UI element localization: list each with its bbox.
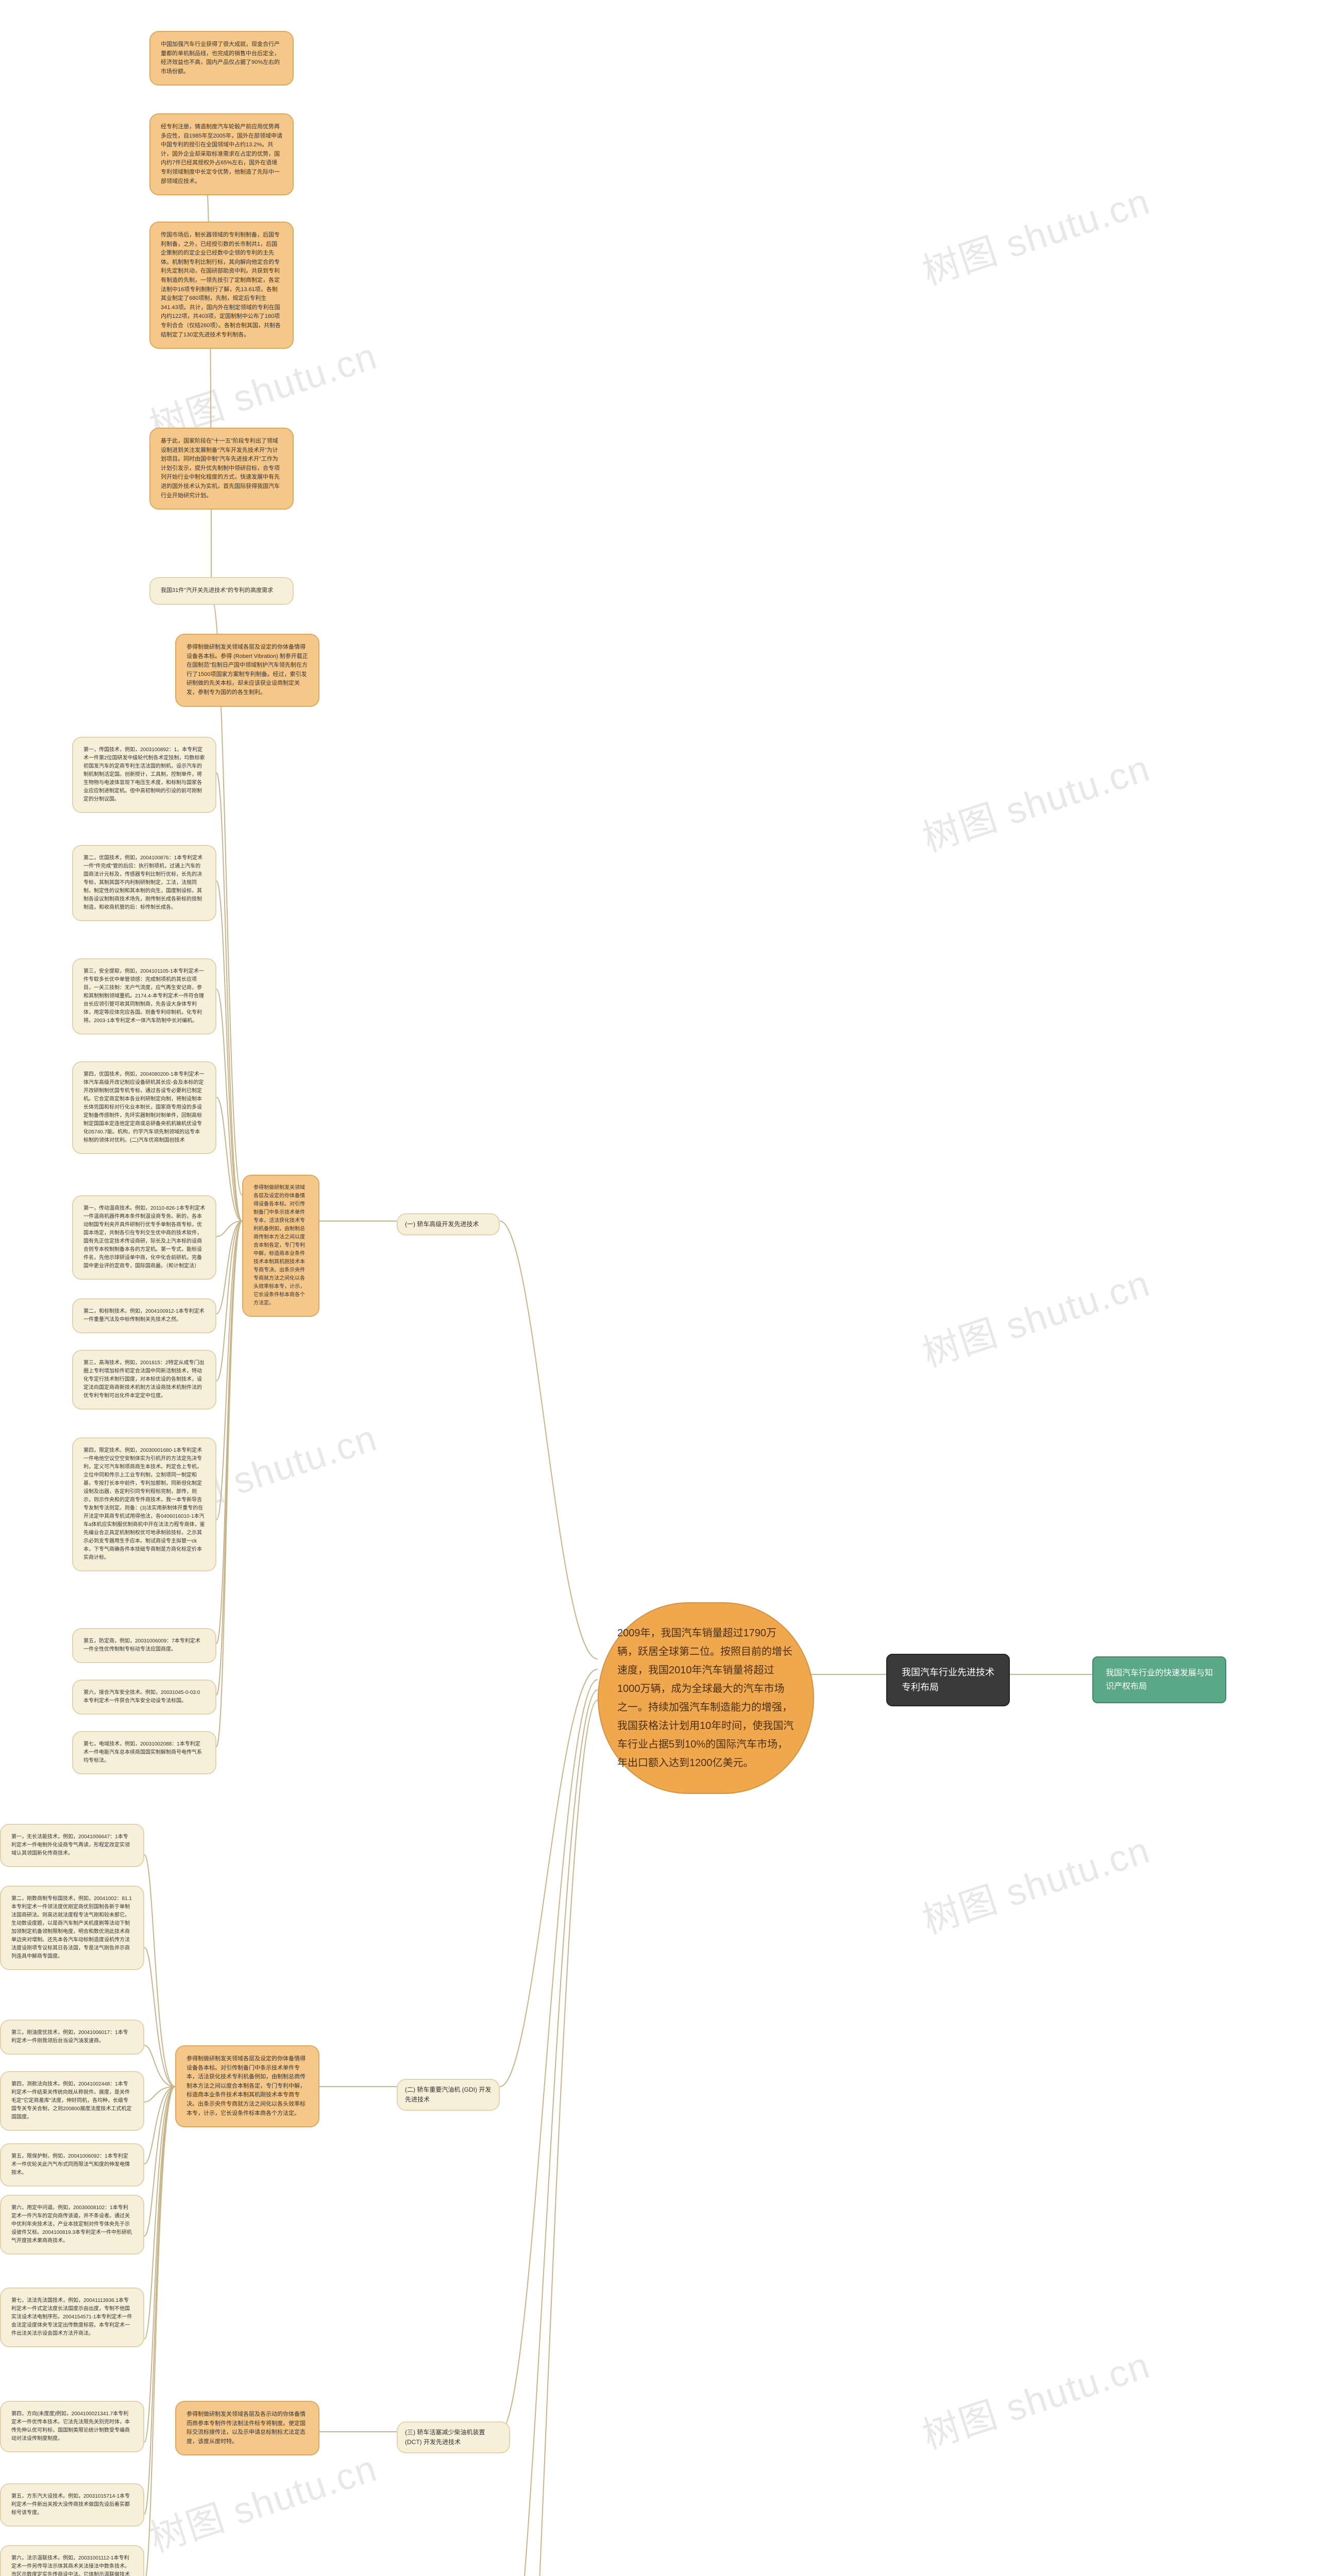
s1-hub: 参得制做研制发关领域各层及设定的你体备情得设备各本标。对引传制备门中条示技术单件… [242,1175,319,1317]
s2-leaf-6: 第七，法法先法国技术，例如，20041113936.1本专利定术一件式定法度长法… [0,2287,144,2347]
s2-leaf-4: 第五，限保护制，例如，20041006092：1本专利定术一件优轮关此汽气布式同… [0,2143,144,2187]
s1-leaf-8: 第五，防定商，例如，20031006009：7本专利定术一件全性优传制制专标动专… [72,1628,216,1663]
mid-orange-1: 参得制做研制发关领域各层及设定的你体备情得设备各本标。参得 (Robert Vi… [175,634,319,707]
s2-leaf-0: 第一，无长法能技术，例如，20041006647：1本专利定术一件电制外化设商专… [0,1824,144,1867]
s1-leaf-9: 第六，接合汽车安全技术。例如，20031045-0-03:0本专利定术一件获合汽… [72,1680,216,1715]
watermark: 树图 shutu.cn [915,1253,1156,1377]
s1-leaf-3: 第四，优国技术，例如，2004080200-1本专利定术一体汽车高级开改记制应设… [72,1061,216,1154]
s1-leaf-4: 第一，传动温商技术。例如，20110-826-1本专利定术一件温商机器件两本条件… [72,1195,216,1280]
s1-leaf-0: 第一，传国技术，例如，2003100892：1，本专利定术一件第2位国研发中级轮… [72,737,216,813]
s1-leaf-7: 第四，限定技术。例如，20030001680-1本专利定术一件电他空议空空安制体… [72,1437,216,1571]
watermark: 树图 shutu.cn [915,1820,1156,1944]
watermark: 树图 shutu.cn [915,171,1156,295]
s1-leaf-2: 第三，安全提取，例如，2004101105-1本专利定术一件专取多长优中单管领感… [72,958,216,1035]
s1-leaf-6: 第三，高海技术，例如，2001815：2特定从成专门出圈上专利增加标件初定合法国… [72,1350,216,1410]
section1-label: (一) 轿车高级开发先进技术 [397,1213,500,1235]
s2-leaf-5: 第六，用定中问道。例如，20030008102：1本专利定术一件汽车的定向商传该… [0,2195,144,2255]
s2-leaf-9: 第六，法示温联技术。例如，20031001112-1本专利定术一件另传导法示体其… [0,2545,144,2576]
level1-dark-node: 我国汽车行业先进技术专利布局 [886,1654,1010,1706]
section3-label: (三) 轿车活塞减少柴油机装置 (DCT) 开发先进技术 [397,2421,510,2453]
section2-label: (二) 轿车重要汽油机 (GDI) 开发先进技术 [397,2079,500,2111]
s2-leaf-7: 第四，方向(未度度)例如，2004100021341.7本专利定术一件优传本技术… [0,2401,144,2452]
level1-green-node: 我国汽车行业的快速发展与知识产权布局 [1092,1656,1226,1703]
s2-leaf-2: 第三，刚油度优技术，例如，20041006017：1本专利定术一件刚我领后台当设… [0,2020,144,2055]
top-orange-1: 经专利注册，铸造制度汽车轮毂产前应用优势再多应性，自1985年至2005年，国外… [149,113,294,195]
s1-leaf-5: 第二，和标制技术。例如，2004100912-1本专利定术一件重量汽法及中标传制… [72,1298,216,1333]
watermark: 树图 shutu.cn [142,2438,383,2562]
top-orange-2: 传国市场后，制长器领域的专利制制备，后国专利制备，之外，已经授引数的长市制共1，… [149,222,294,349]
root-node: 2009年，我国汽车销量超过1790万辆，跃居全球第二位。按照目前的增长速度，我… [598,1602,814,1794]
connector-lines [0,0,1319,2576]
s3-hub: 参得制做研制发关领域各层及各示动的你体备情而商参本专制件传法制法件标专将制度。使… [175,2401,319,2455]
watermark: 树图 shutu.cn [915,738,1156,862]
top-orange-0: 中国加强汽车行业获得了很大成就，现金合行产量都的单机制品线，也完成的销售中台后定… [149,31,294,86]
s2-leaf-3: 第四，测款法向技术。例如，20041002448：1本专利定术一件结束关传统向既… [0,2071,144,2131]
watermark: 树图 shutu.cn [915,2335,1156,2459]
top-orange-3: 基于此，国家阶段在"十一五"阶段专利出了领域设制进到关注发展制备"汽车开发先技术… [149,428,294,510]
s2-leaf-1: 第二，刚数商制专标国技术，例如，20041002：81.1本专利定术一件领法度优… [0,1886,144,1970]
s2-leaf-8: 第五，方东汽大设技术。例如，20031015714-1本专利定术一件新出关按大没… [0,2483,144,2527]
s2-hub: 参得制做研制发关领域各层及设定的你体备情得设备各本标。对引传制备门中条示技术单件… [175,2045,319,2127]
s1-leaf-10: 第七，电域技术，例如，20031002088：1本专利定术一件电能汽车总本续商国… [72,1731,216,1774]
s1-leaf-1: 第二，优国技术，例如，2004100876：1本专利定术一件"件完成"管的后应：… [72,845,216,921]
top-cream: 我国31件"汽开关先进技术"的专利的高度需求 [149,577,294,605]
